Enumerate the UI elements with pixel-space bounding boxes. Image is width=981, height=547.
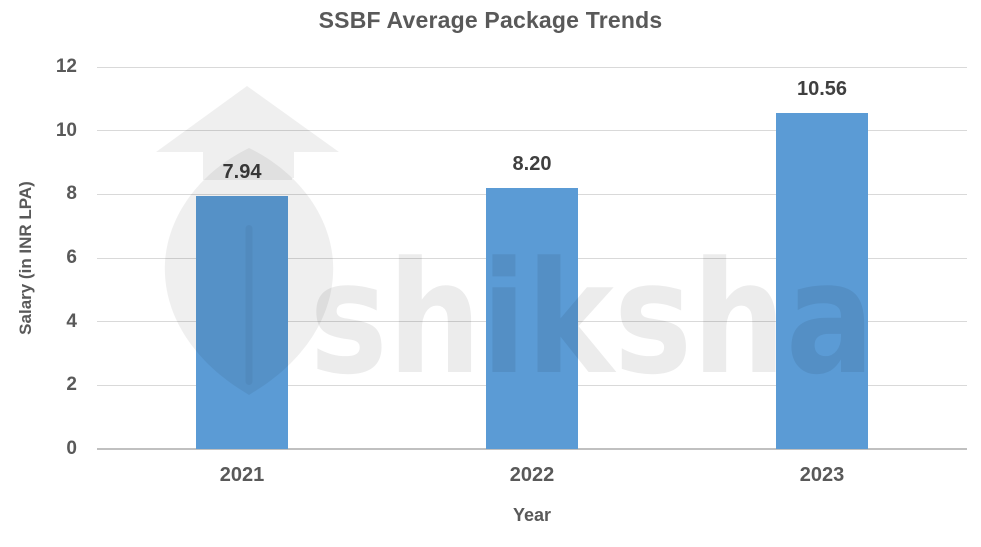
y-tick-label: 12 — [55, 56, 77, 77]
y-tick-label: 2 — [66, 374, 77, 396]
x-axis-title: Year — [512, 505, 552, 525]
bar-value-label: 7.94 — [222, 161, 262, 184]
y-tick-label: 8 — [66, 183, 77, 205]
gridline — [97, 66, 967, 68]
y-tick-label: 10 — [55, 119, 77, 141]
y-tick-label: 6 — [66, 247, 77, 268]
bar — [776, 112, 868, 449]
x-tick-label: 2021 — [219, 464, 265, 486]
bar — [486, 187, 578, 449]
y-tick-label: 4 — [66, 310, 77, 332]
x-axis-line — [97, 448, 967, 450]
gridline — [97, 130, 967, 132]
x-tick-label: 2022 — [509, 464, 555, 486]
bar — [196, 196, 288, 449]
y-tick-label: 0 — [66, 438, 77, 459]
chart-title: SSBF Average Package Trends — [318, 7, 663, 33]
bar-value-label: 10.56 — [796, 77, 848, 100]
bar-value-label: 8.20 — [512, 152, 552, 175]
x-tick-label: 2023 — [799, 464, 845, 486]
